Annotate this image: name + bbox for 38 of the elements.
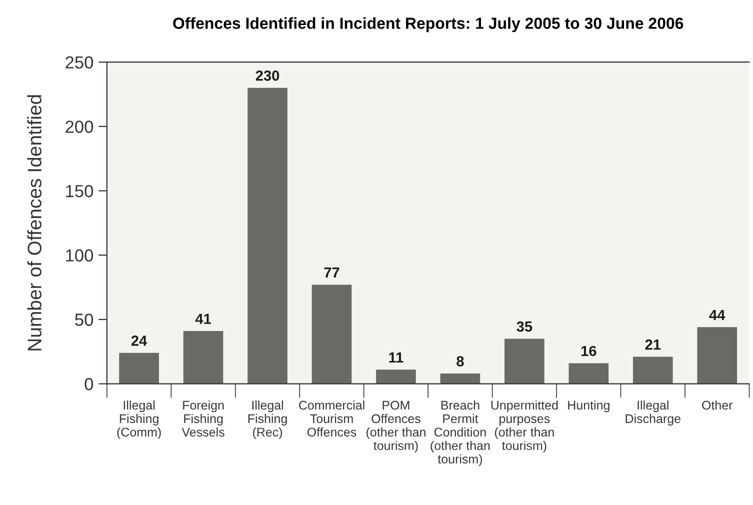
bar [376, 370, 416, 384]
x-tick-label: Unpermitted purposes (other than tourism) [491, 400, 558, 453]
data-label: 16 [581, 346, 596, 356]
chart-title: Offences Identified in Incident Reports: 1 July 2005 to 30 June 2006 [173, 17, 684, 32]
data-label: 35 [516, 321, 532, 332]
x-tick-label: Illegal Fishing (Comm) [117, 400, 161, 440]
x-tick-label: Illegal Fishing (Rec) [248, 400, 287, 440]
data-label: 11 [389, 352, 404, 362]
data-label: 230 [256, 70, 280, 81]
y-tick-label: 200 [66, 120, 94, 133]
data-label: 41 [195, 314, 211, 324]
bar [248, 88, 288, 384]
y-axis-title: Number of Offences Identified [27, 95, 42, 350]
bar [312, 284, 352, 384]
x-tick-label: Illegal Discharge [626, 400, 680, 426]
bar [119, 352, 159, 384]
data-label: 21 [645, 339, 661, 350]
bar [440, 374, 480, 384]
bar [504, 338, 544, 384]
y-tick-label: 250 [66, 56, 94, 69]
y-tick-label: 50 [75, 314, 94, 326]
y-tick-label: 150 [66, 184, 94, 198]
x-tick-label: POM Offences (other than tourism) [366, 400, 426, 453]
x-tick-label: Commercial Tourism Offences [299, 400, 364, 437]
data-label: 24 [131, 336, 148, 346]
y-tick-label: 0 [84, 378, 94, 390]
data-label: 77 [324, 267, 340, 278]
data-label: 44 [709, 310, 726, 320]
x-tick-label: Other [702, 400, 733, 410]
bar [183, 331, 224, 384]
data-label: 8 [456, 356, 464, 366]
x-tick-label: Foreign Fishing Vessels [182, 400, 224, 437]
bar [568, 363, 609, 384]
bar [697, 327, 738, 384]
x-tick-label: Breach Permit Condition (other than tourism) [430, 400, 490, 466]
y-tick-label: 100 [66, 249, 94, 262]
bar [632, 356, 673, 384]
x-tick-label: Hunting [568, 400, 610, 412]
